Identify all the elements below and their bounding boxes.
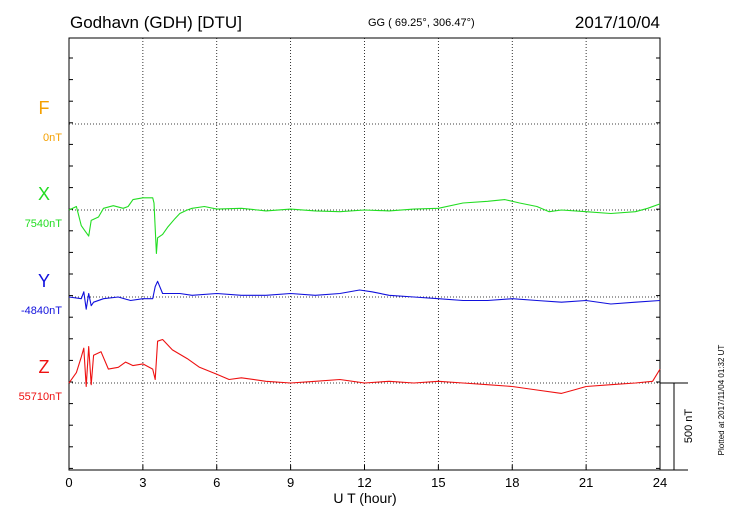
station-title: Godhavn (GDH) [DTU]: [70, 13, 242, 32]
plot-date: 2017/10/04: [575, 13, 660, 32]
x-axis-ticks: 0 3 6 9 12 15 18 21 24: [65, 465, 667, 490]
series-line-x: [68, 197, 661, 255]
grid-lines: [142, 38, 587, 470]
series-line-y: [68, 280, 661, 310]
series-name-y: Y: [38, 271, 50, 291]
series-name-x: X: [38, 184, 50, 204]
x-tick-label-15: 15: [431, 475, 445, 490]
x-tick-label-9: 9: [287, 475, 294, 490]
x-tick-label-3: 3: [139, 475, 146, 490]
x-axis-label: U T (hour): [333, 490, 396, 506]
x-tick-label-0: 0: [65, 475, 72, 490]
station-coords: GG ( 69.25°, 306.47°): [368, 17, 475, 29]
plotted-note: Plotted at 2017/11/04 01:32 UT: [717, 345, 726, 456]
component-labels: F 0nT X 7540nT Y -4840nT Z 55710nT: [19, 98, 63, 403]
series-baseline-x: 7540nT: [25, 218, 63, 230]
series-lines: [68, 197, 661, 394]
scale-bar: 500 nT: [660, 382, 695, 471]
x-tick-label-24: 24: [653, 475, 667, 490]
x-tick-label-21: 21: [579, 475, 593, 490]
series-name-f: F: [39, 98, 50, 118]
x-tick-label-12: 12: [357, 475, 371, 490]
x-tick-label-6: 6: [213, 475, 220, 490]
scale-bar-label: 500 nT: [683, 409, 695, 444]
x-tick-label-18: 18: [505, 475, 519, 490]
series-line-z: [68, 338, 661, 394]
series-name-z: Z: [39, 357, 50, 377]
series-baseline-f: 0nT: [43, 132, 62, 144]
series-baseline-y: -4840nT: [21, 305, 62, 317]
series-baseline-z: 55710nT: [19, 391, 63, 403]
